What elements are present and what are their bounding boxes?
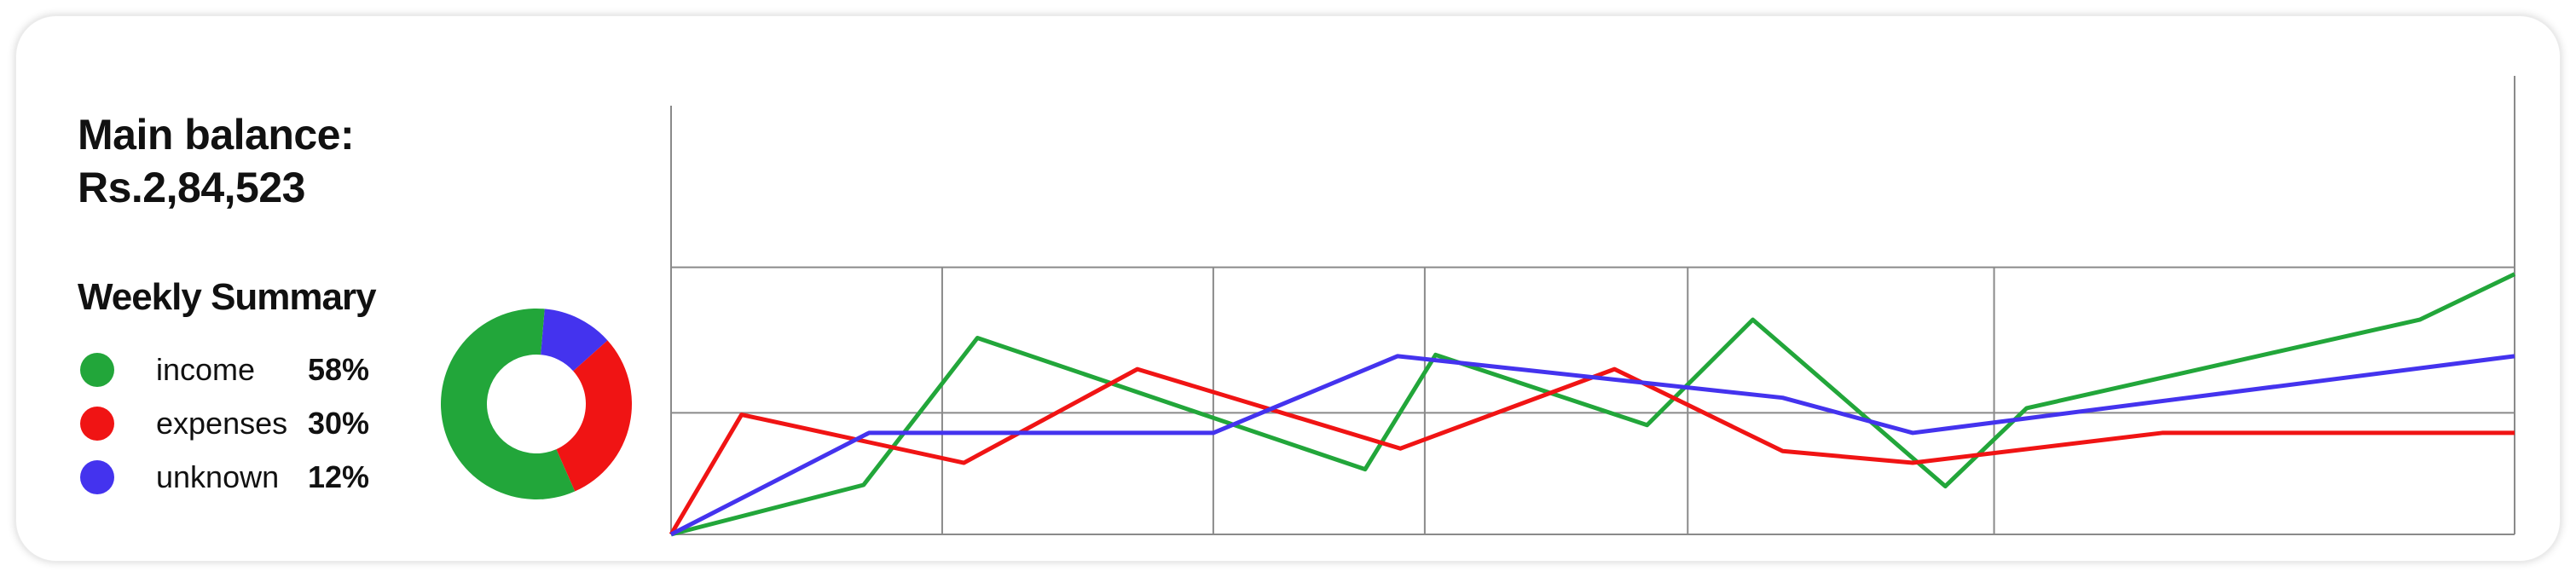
- donut-slice-unknown: [541, 309, 608, 372]
- weekly-summary-title: Weekly Summary: [78, 276, 377, 318]
- series-line-3: [669, 354, 2515, 537]
- legend-percent-unknown: 12%: [308, 459, 370, 494]
- weekly-line-chart: [669, 76, 2516, 537]
- donut-slice-expenses: [556, 340, 632, 492]
- legend-percent-income: 58%: [308, 352, 370, 387]
- expenses-dot-icon: [80, 407, 114, 441]
- legend-label-income: income: [156, 352, 256, 387]
- main-balance: Main balance: Rs.2,84,523: [78, 108, 355, 214]
- legend-item-income: income 58%: [78, 344, 402, 398]
- series-line-1: [670, 272, 2516, 537]
- legend-item-expenses: expenses 30%: [78, 398, 402, 452]
- legend-label-unknown: unknown: [156, 459, 280, 494]
- weekly-summary-legend: income 58% expenses 30% unknown 12%: [78, 344, 402, 505]
- balance-summary-card: Main balance: Rs.2,84,523 Weekly Summary…: [15, 15, 2561, 562]
- legend-item-unknown: unknown 12%: [78, 452, 402, 505]
- legend-label-expenses: expenses: [156, 406, 288, 441]
- main-balance-value: Rs.2,84,523: [78, 164, 305, 211]
- series-line-2: [669, 366, 2515, 536]
- weekly-summary-donut-chart: [441, 309, 632, 499]
- donut-slice-income: [441, 309, 576, 499]
- main-balance-label: Main balance:: [78, 111, 355, 159]
- legend-percent-expenses: 30%: [308, 406, 370, 441]
- income-dot-icon: [80, 353, 114, 387]
- unknown-dot-icon: [80, 460, 114, 494]
